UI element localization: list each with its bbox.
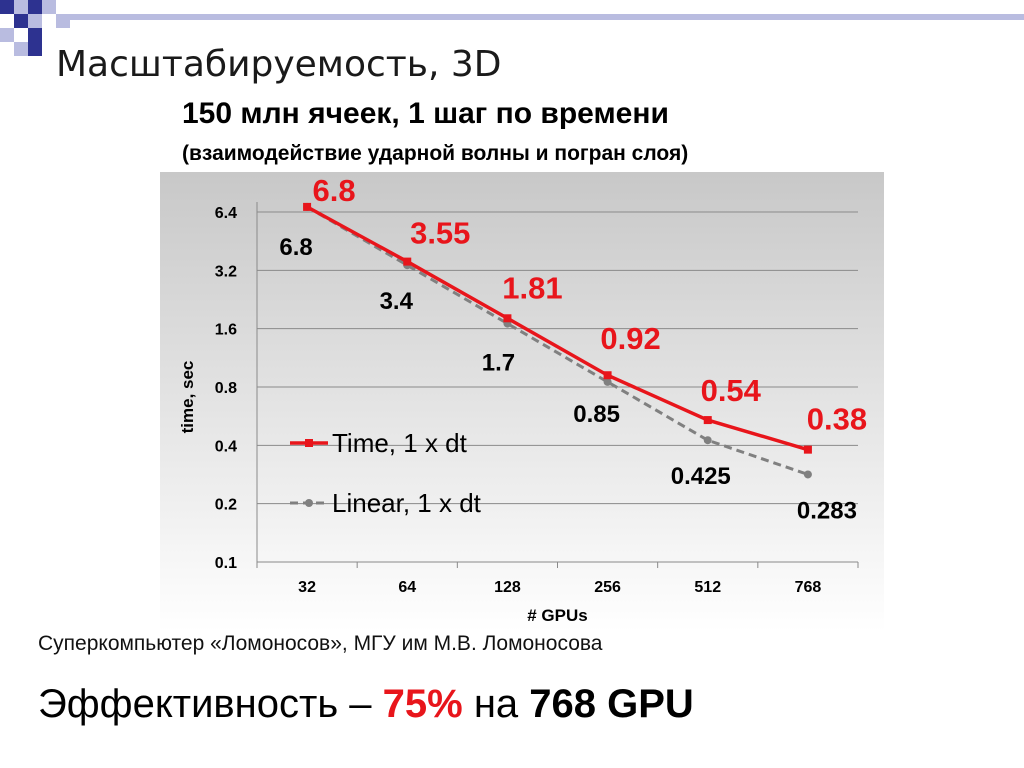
linear-data-label: 3.4 [380,288,414,315]
deco-square [14,14,28,28]
summary-prefix: Эффективность – [38,682,383,726]
deco-square [28,42,42,56]
deco-square [0,0,14,14]
footer-caption: Суперкомпьютер «Ломоносов», МГУ им М.В. … [38,632,603,655]
time-data-label: 3.55 [410,216,470,251]
chart-title: 150 млн ячеек, 1 шаг по времени [182,97,669,130]
x-axis-title: # GPUs [527,606,587,625]
time-data-label: 0.54 [701,373,762,408]
plot-background [160,172,884,632]
time-data-point [703,416,712,425]
x-tick-label: 64 [398,579,416,596]
time-data-label: 0.92 [600,321,660,356]
time-data-label: 1.81 [502,270,562,305]
y-tick-label: 6.4 [215,205,237,222]
time-data-point [503,314,512,323]
summary-middle: на [462,682,530,726]
deco-square [14,42,28,56]
time-data-point [603,371,612,380]
deco-square [14,0,28,14]
legend-time-label: Time, 1 x dt [332,428,468,458]
linear-data-point [703,436,712,445]
deco-square [28,0,42,14]
linear-data-label: 0.425 [671,463,731,490]
time-data-label: 6.8 [313,173,356,208]
chart-subtitle: (взаимодействие ударной волны и погран с… [182,142,689,165]
linear-data-label: 0.283 [797,497,857,524]
chart-svg: 0.1 0.2 0.4 0.8 1.6 3.2 6.4 32 64 128 256 512 768 # G… [160,172,884,632]
deco-square [28,14,42,28]
deco-bar [70,14,1024,20]
linear-series-line [306,205,809,476]
legend-linear-marker [305,499,313,507]
efficiency-summary: Эффективность – 75% на 768 GPU [38,682,694,727]
deco-square [28,28,42,42]
corner-decoration [0,0,1024,56]
x-tick-label: 512 [694,579,721,596]
linear-data-label: 1.7 [482,350,515,377]
time-data-point [803,445,812,454]
slide-title: Масштабируемость, 3D [56,44,502,85]
y-tick-label: 0.8 [215,380,237,397]
x-tick-label: 32 [298,579,316,596]
time-series-line [306,205,809,452]
y-tick-label: 1.6 [215,322,237,339]
y-tick-label: 0.4 [215,438,237,455]
y-tick-label: 3.2 [215,263,237,280]
summary-gpus: 768 GPU [529,682,694,726]
deco-square [42,0,56,14]
deco-square [56,14,70,28]
linear-data-point [803,470,812,479]
y-tick-label: 0.1 [215,555,237,572]
time-data-point [303,202,312,211]
summary-efficiency: 75% [382,682,463,726]
legend-time-marker [305,439,313,447]
linear-data-point [603,377,612,386]
legend-linear-label: Linear, 1 x dt [332,488,482,518]
x-tick-label: 128 [494,579,521,596]
time-data-point [403,257,412,266]
chart-area: 0.1 0.2 0.4 0.8 1.6 3.2 6.4 32 64 128 256 512 768 # G… [160,172,884,632]
linear-data-label: 6.8 [279,234,312,261]
deco-square [0,28,14,42]
y-axis-title: time, sec [178,361,197,434]
y-tick-label: 0.2 [215,497,237,514]
time-data-label: 0.38 [807,402,867,437]
linear-data-label: 0.85 [573,401,620,428]
x-tick-label: 768 [795,579,822,596]
x-tick-label: 256 [594,579,621,596]
